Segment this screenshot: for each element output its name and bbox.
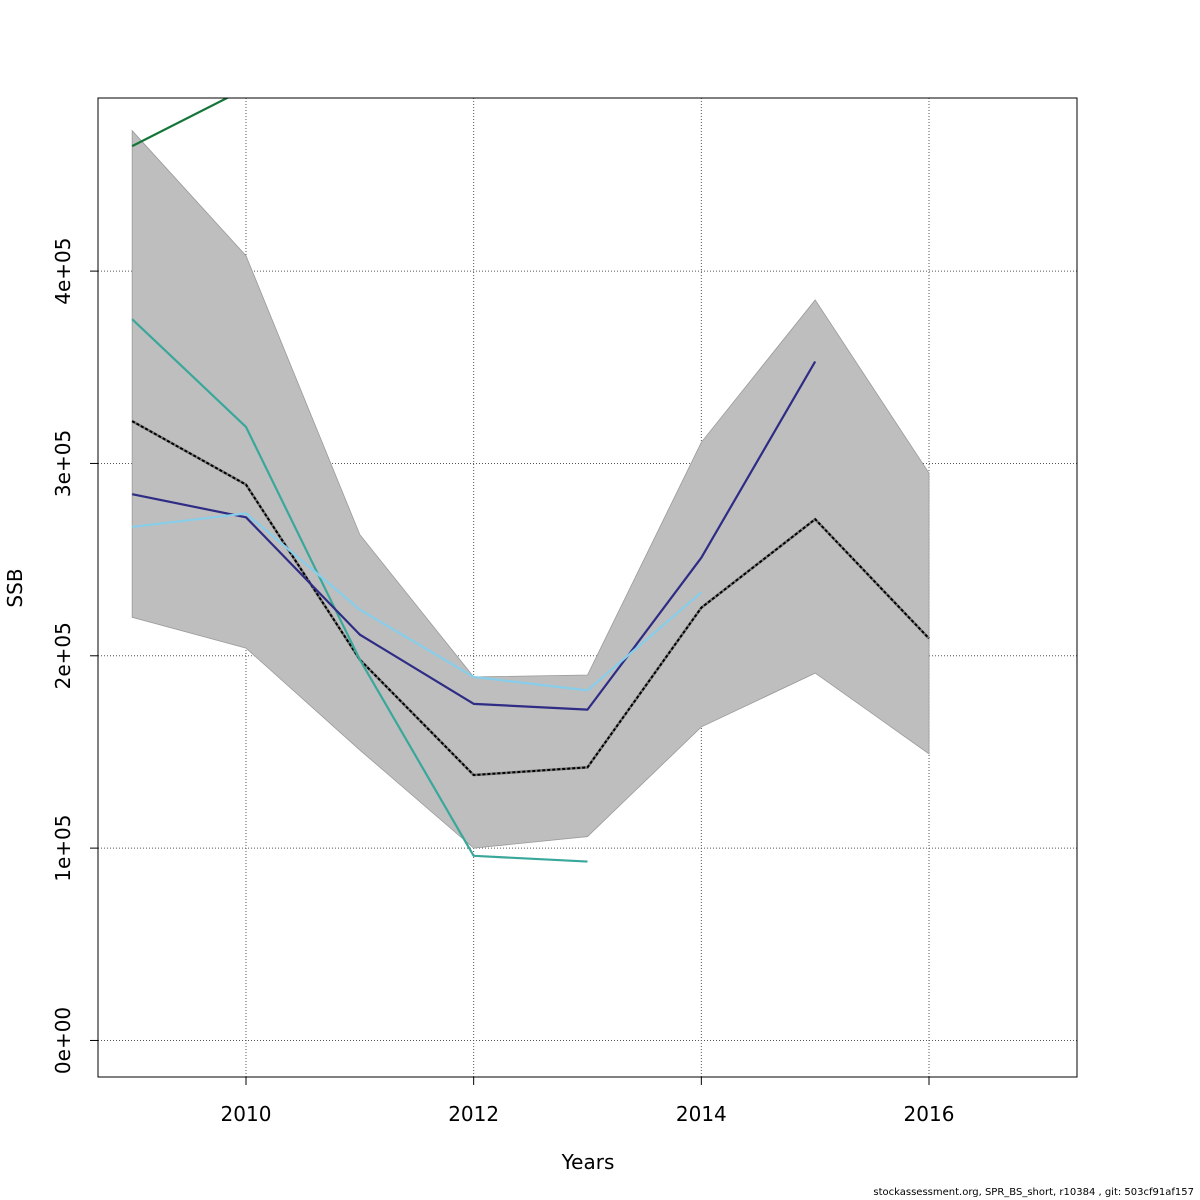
series-line-4 bbox=[132, 512, 703, 692]
x-axis-label: Years bbox=[561, 1150, 615, 1174]
plot-frame bbox=[97, 97, 1078, 1078]
x-tick-label: 2010 bbox=[221, 1102, 272, 1126]
series-line-2 bbox=[131, 318, 588, 863]
series-line-0 bbox=[131, 420, 930, 777]
x-tick-label: 2012 bbox=[448, 1102, 499, 1126]
y-tick-label: 4e+05 bbox=[51, 237, 75, 304]
y-axis: 0e+00 1e+05 2e+05 3e+05 4e+05 bbox=[51, 237, 98, 1074]
y-tick-label: 3e+05 bbox=[51, 430, 75, 497]
confidence-band-area bbox=[131, 129, 930, 849]
y-tick-label: 1e+05 bbox=[51, 814, 75, 881]
series-lines bbox=[131, 98, 930, 863]
y-tick-label: 2e+05 bbox=[51, 622, 75, 689]
x-tick-label: 2014 bbox=[676, 1102, 727, 1126]
x-tick-label: 2016 bbox=[904, 1102, 955, 1126]
series-line-3 bbox=[131, 360, 817, 711]
y-tick-label: 0e+00 bbox=[51, 1007, 75, 1074]
footer-note: stockassessment.org, SPR_BS_short, r1038… bbox=[873, 1187, 1194, 1198]
y-axis-label: SSB bbox=[3, 568, 27, 607]
confidence-band bbox=[131, 129, 930, 849]
x-axis: 2010 2012 2014 2016 bbox=[221, 1077, 955, 1126]
series-line-1 bbox=[131, 98, 474, 148]
